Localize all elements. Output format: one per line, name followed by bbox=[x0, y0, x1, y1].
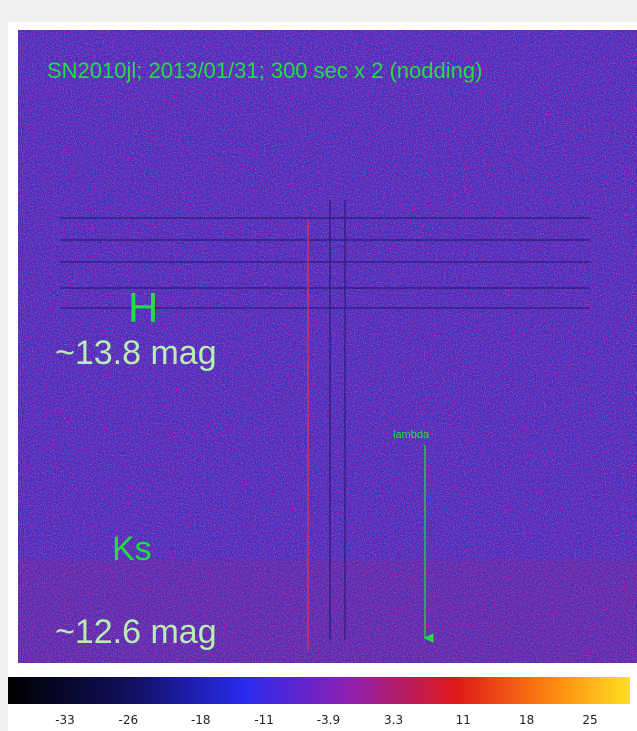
band-label: Ks bbox=[112, 530, 152, 568]
arrow-label: lambda bbox=[393, 429, 430, 441]
page: {"image": {"title": "SN2010jl; 2013/01/3… bbox=[0, 0, 637, 731]
magnitude-label: ~12.6 mag bbox=[55, 613, 217, 651]
colorbar-tick-label: 18 bbox=[519, 713, 534, 727]
viewer: SN2010jl; 2013/01/31; 300 sec x 2 (noddi… bbox=[0, 0, 637, 731]
colorbar-tick-label: -3.9 bbox=[317, 713, 340, 727]
colorbar-tick-label: -33 bbox=[55, 713, 75, 727]
colorbar-tick-label: 25 bbox=[582, 713, 597, 727]
magnitude-label: ~13.8 mag bbox=[55, 334, 217, 372]
colorbar-tick-label: -18 bbox=[191, 713, 211, 727]
colorbar-tick-label: -26 bbox=[119, 713, 139, 727]
band-label: H bbox=[128, 284, 158, 331]
colorbar-tick-label: -11 bbox=[254, 713, 274, 727]
colorbar bbox=[8, 677, 630, 704]
image-title: SN2010jl; 2013/01/31; 300 sec x 2 (noddi… bbox=[47, 58, 482, 83]
colorbar-tick-label: 3.3 bbox=[384, 713, 403, 727]
colorbar-tick-label: 11 bbox=[456, 713, 471, 727]
